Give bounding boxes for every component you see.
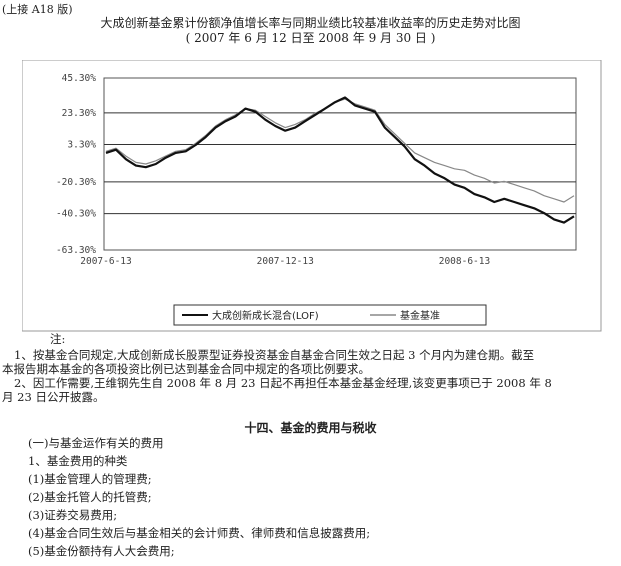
note-2-line-2: 月 23 日公开披露。 [2, 390, 105, 404]
chart-title: 大成创新基金累计份额净值增长率与同期业绩比较基准收益率的历史走势对比图 [100, 16, 521, 30]
section-item: (2)基金托管人的托管费; [28, 490, 152, 504]
section-item: (1)基金管理人的管理费; [28, 472, 152, 486]
section-item: 1、基金费用的种类 [28, 454, 128, 468]
note-1-line-2: 本报告期本基金的各项投资比例已达到基金合同中规定的各项比例要求。 [2, 362, 370, 376]
continuation-note: (上接 A18 版) [2, 3, 73, 16]
y-tick-label: -20.30% [56, 177, 96, 188]
section-heading: 十四、基金的费用与税收 [244, 421, 377, 435]
y-tick-label: -63.30% [56, 245, 96, 256]
section-item: (4)基金合同生效后与基金相关的会计师费、律师费和信息披露费用; [28, 526, 371, 540]
x-tick-label: 2007-6-13 [80, 256, 131, 267]
note-1-line-1: 1、按基金合同规定,大成创新成长股票型证券投资基金自基金合同生效之日起 3 个月… [14, 348, 535, 362]
section-item: (5)基金份额持有人大会费用; [28, 544, 175, 558]
legend-label-benchmark: 基金基准 [400, 309, 440, 322]
y-tick-label: -40.30% [56, 209, 96, 220]
performance-chart: 45.30% 23.30% 3.30% -20.30% -40.30% -63.30% 2… [22, 60, 602, 332]
chart-subtitle: ( 2007 年 6 月 12 日至 2008 年 9 月 30 日 ) [185, 31, 436, 45]
note-2-line-1: 2、因工作需要,王维钢先生自 2008 年 8 月 23 日起不再担任本基金基金… [14, 376, 552, 390]
legend-label-fund: 大成创新成长混合(LOF) [212, 309, 319, 322]
y-tick-label: 23.30% [62, 108, 97, 119]
section-item: (一)与基金运作有关的费用 [28, 436, 164, 450]
x-tick-label: 2008-6-13 [439, 256, 490, 267]
x-tick-label: 2007-12-13 [257, 256, 314, 267]
notes-label: 注: [50, 332, 66, 346]
series-line-fund [105, 96, 575, 224]
y-tick-label: 45.30% [62, 73, 97, 84]
legend: 大成创新成长混合(LOF) 基金基准 [173, 304, 487, 326]
plot-area [103, 77, 577, 251]
y-tick-label: 3.30% [67, 140, 96, 151]
section-item: (3)证券交易费用; [28, 508, 118, 522]
